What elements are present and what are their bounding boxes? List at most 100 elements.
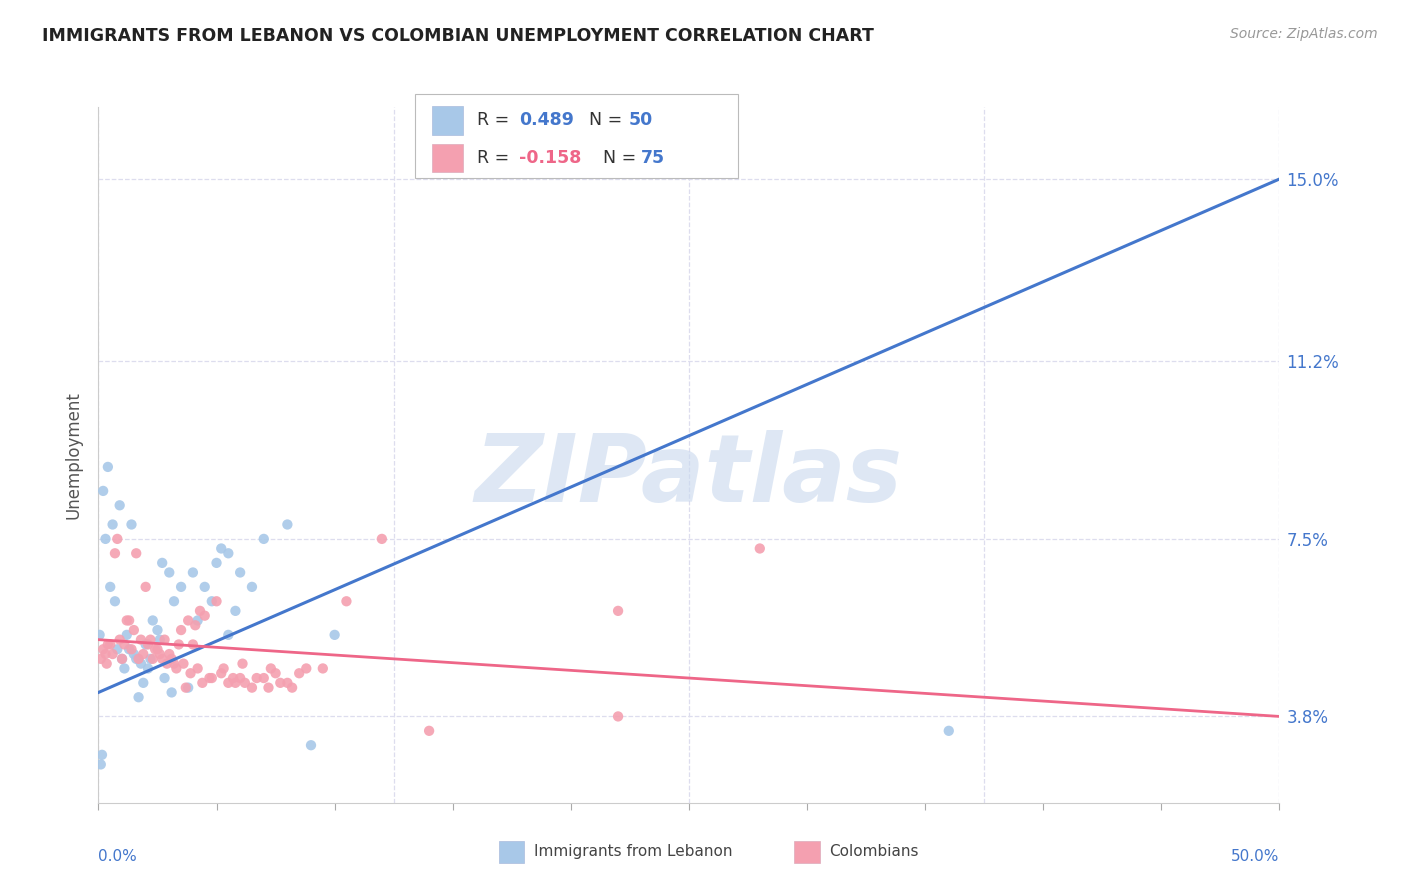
Point xyxy=(217,676,239,690)
Point xyxy=(209,666,232,681)
Point xyxy=(229,671,252,685)
Point xyxy=(172,657,194,671)
Text: Immigrants from Lebanon: Immigrants from Lebanon xyxy=(534,845,733,859)
Point xyxy=(121,642,143,657)
Point xyxy=(97,459,120,474)
Point xyxy=(264,666,287,681)
Text: N =: N = xyxy=(592,149,641,167)
Point xyxy=(276,517,298,532)
Point xyxy=(371,532,394,546)
Point xyxy=(139,652,162,666)
Y-axis label: Unemployment: Unemployment xyxy=(65,391,83,519)
Point xyxy=(281,681,304,695)
Point xyxy=(240,580,263,594)
Point xyxy=(299,738,322,752)
Point xyxy=(160,685,183,699)
Text: 0.0%: 0.0% xyxy=(98,849,138,863)
Point xyxy=(125,546,148,560)
Point xyxy=(205,556,228,570)
Point xyxy=(128,690,150,705)
Point xyxy=(194,580,217,594)
Point xyxy=(142,652,165,666)
Text: 50.0%: 50.0% xyxy=(1232,849,1279,863)
Point xyxy=(201,594,224,608)
Point xyxy=(253,671,276,685)
Point xyxy=(224,676,246,690)
Point xyxy=(122,623,145,637)
Point xyxy=(269,676,291,690)
Point xyxy=(163,594,186,608)
Point xyxy=(90,652,112,666)
Point xyxy=(118,614,141,628)
Point xyxy=(94,532,117,546)
Text: IMMIGRANTS FROM LEBANON VS COLOMBIAN UNEMPLOYMENT CORRELATION CHART: IMMIGRANTS FROM LEBANON VS COLOMBIAN UNE… xyxy=(42,27,875,45)
Point xyxy=(146,642,169,657)
Text: 0.489: 0.489 xyxy=(519,112,574,129)
Point xyxy=(191,676,214,690)
Point xyxy=(224,604,246,618)
Point xyxy=(198,671,221,685)
Point xyxy=(187,614,209,628)
Point xyxy=(112,637,135,651)
Point xyxy=(129,657,152,671)
Point xyxy=(181,566,204,580)
Point xyxy=(135,637,157,651)
Text: ZIPatlas: ZIPatlas xyxy=(475,430,903,522)
Point xyxy=(132,647,155,661)
Point xyxy=(143,642,166,657)
Point xyxy=(276,676,298,690)
Point xyxy=(607,604,630,618)
Point xyxy=(115,628,138,642)
Point xyxy=(170,623,193,637)
Point xyxy=(246,671,269,685)
Point xyxy=(253,532,276,546)
Point xyxy=(118,642,141,657)
Point xyxy=(295,661,318,675)
Point xyxy=(222,671,245,685)
Point xyxy=(194,608,217,623)
Text: R =: R = xyxy=(477,112,515,129)
Point xyxy=(748,541,770,556)
Point xyxy=(139,632,162,647)
Point xyxy=(146,623,169,637)
Point xyxy=(94,647,117,661)
Text: 50: 50 xyxy=(628,112,652,129)
Point xyxy=(323,628,346,642)
Point xyxy=(177,681,200,695)
Point xyxy=(163,657,186,671)
Point xyxy=(205,594,228,608)
Point xyxy=(128,652,150,666)
Point xyxy=(108,632,131,647)
Point xyxy=(122,647,145,661)
Point xyxy=(96,657,118,671)
Point xyxy=(938,723,960,738)
Point xyxy=(157,647,180,661)
Point xyxy=(177,614,200,628)
Point xyxy=(104,546,127,560)
Point xyxy=(153,671,176,685)
Text: Source: ZipAtlas.com: Source: ZipAtlas.com xyxy=(1230,27,1378,41)
Point xyxy=(217,628,239,642)
Point xyxy=(105,532,128,546)
Point xyxy=(160,652,183,666)
Text: R =: R = xyxy=(477,149,515,167)
Point xyxy=(136,661,159,675)
Point xyxy=(174,681,197,695)
Point xyxy=(115,614,138,628)
Point xyxy=(101,517,124,532)
Point xyxy=(157,566,180,580)
Point xyxy=(111,652,134,666)
Point xyxy=(260,661,283,675)
Point xyxy=(607,709,630,723)
Point xyxy=(142,614,165,628)
Point xyxy=(150,556,173,570)
Point xyxy=(209,541,232,556)
Point xyxy=(121,517,143,532)
Point xyxy=(188,604,211,618)
Point xyxy=(335,594,357,608)
Point xyxy=(136,637,159,651)
Point xyxy=(312,661,335,675)
Point xyxy=(101,647,124,661)
Point xyxy=(98,637,121,651)
Point xyxy=(418,723,440,738)
